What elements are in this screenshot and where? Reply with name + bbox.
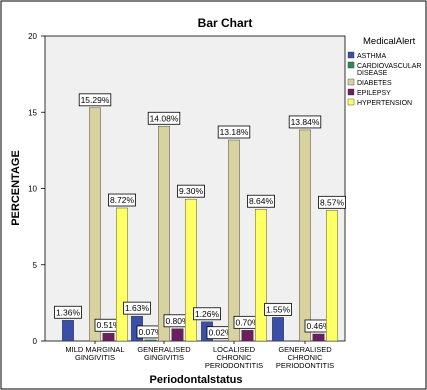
- y-tick-label: 20: [28, 32, 37, 41]
- legend-label-line: DIABETES: [357, 80, 392, 87]
- chart-title: Bar Chart: [198, 16, 253, 30]
- legend-swatch: [347, 61, 355, 69]
- x-tick-label-line: PERIODONTITIS: [205, 361, 263, 370]
- legend-swatch: [347, 98, 355, 106]
- data-label-box: [264, 302, 292, 316]
- data-label-box: [78, 93, 112, 107]
- data-label-box: [147, 111, 181, 125]
- data-label: 9.30%: [179, 186, 204, 196]
- bar-series-group: 1.36% 15.29% 0.51% 8.72% 1.63% 0.07% 14.08% 0.8…: [54, 93, 346, 342]
- x-tick-label-line: CHRONIC: [217, 353, 253, 362]
- bar: [171, 328, 184, 342]
- legend-label-line: HYPERTENSION: [357, 100, 412, 107]
- data-label: 8.64%: [249, 196, 274, 206]
- legend-label: EPILEPSY: [357, 90, 391, 97]
- data-label: 0.51%: [96, 320, 121, 330]
- data-label-box: [177, 184, 205, 198]
- x-tick-label: MILD MARGINAL GINGIVITIS: [65, 345, 124, 362]
- x-tick-label-line: CHRONIC: [288, 353, 324, 362]
- bar: [62, 320, 74, 342]
- legend-label-line: CARDIOVASCULAR: [357, 63, 421, 70]
- data-label: 0.02%: [208, 328, 233, 338]
- x-tick-label-line: GENERALISED: [137, 345, 191, 354]
- bar: [116, 207, 128, 342]
- data-label: 13.18%: [220, 127, 249, 137]
- x-tick-label-line: MILD MARGINAL: [65, 345, 124, 354]
- legend-swatch: [347, 51, 355, 59]
- data-label-box: [54, 305, 82, 319]
- y-tick-label: 15: [28, 108, 37, 117]
- data-label: 15.29%: [81, 95, 110, 105]
- data-label-box: [318, 195, 346, 209]
- bar: [89, 107, 101, 342]
- x-axis-label: Periodontalstatus: [150, 374, 243, 386]
- bar: [241, 330, 254, 342]
- data-label: 0.07%: [138, 327, 163, 337]
- bar: [326, 210, 338, 342]
- bar: [102, 333, 115, 342]
- data-label: 14.08%: [150, 113, 179, 123]
- data-label: 1.63%: [125, 303, 150, 313]
- data-label-box: [247, 194, 275, 208]
- data-label: 0.70%: [235, 317, 260, 327]
- x-tick-label-line: GINGIVITIS: [144, 353, 184, 362]
- data-label-box: [288, 115, 322, 129]
- y-tick-label: 5: [33, 261, 38, 270]
- data-label-box: [108, 193, 136, 207]
- data-label-box: [123, 301, 151, 315]
- bar: [255, 209, 267, 342]
- legend-title: MedicalAlert: [363, 36, 416, 47]
- data-label-box: [193, 307, 221, 321]
- legend-label: ASTHMA: [357, 53, 387, 60]
- data-label: 1.36%: [56, 307, 81, 317]
- bar: [228, 139, 240, 342]
- x-tick-label-line: PERIODONTITIS: [276, 361, 334, 370]
- data-label: 1.55%: [266, 304, 291, 314]
- legend-label-line: ASTHMA: [357, 53, 387, 60]
- data-label: 8.57%: [320, 197, 345, 207]
- bar: [299, 129, 311, 342]
- y-axis-ticks: 0 5 10 15 20: [28, 32, 45, 346]
- legend-label: CARDIOVASCULAR DISEASE: [357, 63, 421, 77]
- bar: [144, 339, 157, 342]
- data-label: 0.46%: [306, 321, 331, 331]
- x-tick-label: LOCALISED CHRONIC PERIODONTITIS: [205, 345, 263, 370]
- bar: [158, 126, 170, 342]
- y-tick-label: 10: [28, 185, 37, 194]
- data-label: 13.84%: [291, 117, 320, 127]
- data-label: 0.80%: [165, 316, 190, 326]
- legend-swatch: [347, 88, 355, 96]
- y-axis-label: PERCENTAGE: [10, 150, 22, 226]
- bar: [312, 333, 325, 342]
- legend: ASTHMA CARDIOVASCULAR DISEASE DIABETES EPILE…: [347, 51, 421, 107]
- legend-label-line: EPILEPSY: [357, 90, 391, 97]
- bar: [185, 198, 197, 342]
- x-tick-label-line: GINGIVITIS: [75, 353, 115, 362]
- data-label: 1.26%: [195, 309, 220, 319]
- x-tick-label-line: GENERALISED: [278, 345, 332, 354]
- legend-label-line: DISEASE: [357, 70, 388, 77]
- x-tick-label: GENERALISED GINGIVITIS: [137, 345, 191, 362]
- bar: [272, 317, 284, 342]
- x-tick-label-line: LOCALISED: [213, 345, 256, 354]
- legend-label: DIABETES: [357, 80, 392, 87]
- legend-label: HYPERTENSION: [357, 100, 412, 107]
- y-tick-label: 0: [33, 337, 38, 346]
- legend-swatch: [347, 78, 355, 86]
- data-label-box: [217, 125, 251, 139]
- x-tick-label: GENERALISED CHRONIC PERIODONTITIS: [276, 345, 334, 370]
- data-label: 8.72%: [110, 195, 135, 205]
